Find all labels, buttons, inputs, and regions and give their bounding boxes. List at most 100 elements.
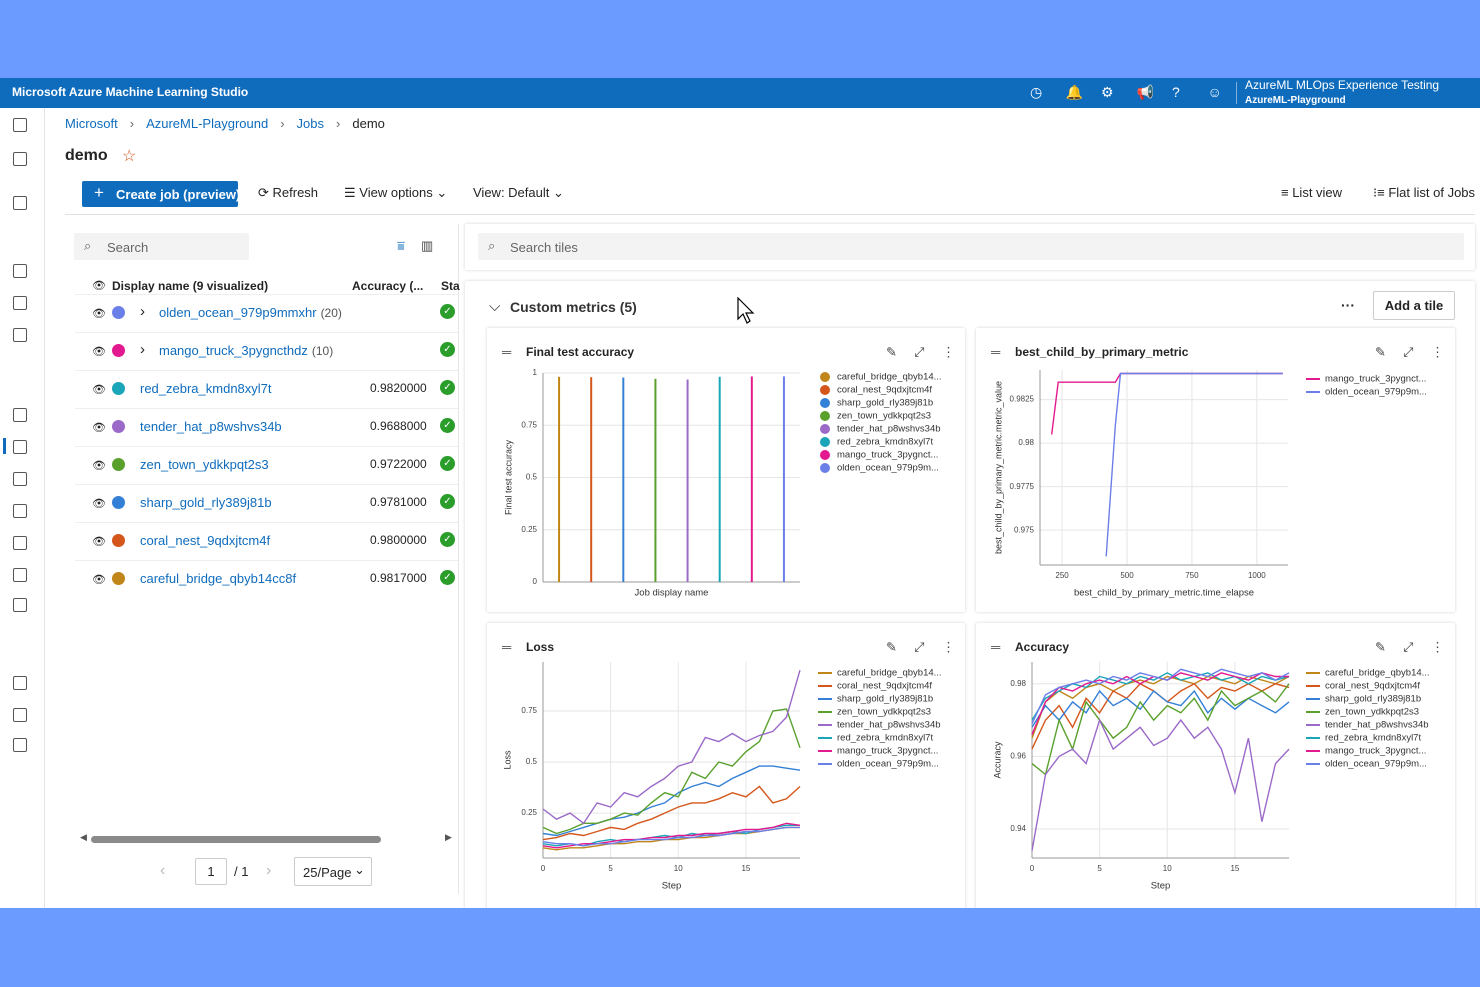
nav-icon[interactable] [13,676,27,690]
button-label: Refresh [272,185,319,200]
eye-icon[interactable]: 👁 [92,498,106,510]
column-header[interactable]: Sta [441,279,460,293]
flat-list-button[interactable]: ⁝≡ Flat list of Jobs [1373,185,1476,200]
color-dot[interactable] [112,458,125,471]
column-header[interactable]: Accuracy (... [352,279,424,293]
nav-icon[interactable] [13,328,27,342]
scroll-right[interactable]: ▶ [445,832,452,842]
nav-icon[interactable] [13,472,27,486]
job-name-text[interactable]: coral_nest_9qdxjtcm4f [140,533,271,548]
nav-icon[interactable] [13,264,27,278]
nav-icon[interactable] [13,708,27,722]
nav-icon[interactable] [13,568,27,582]
app-title[interactable]: Microsoft Azure Machine Learning Studio [12,85,249,99]
job-search[interactable]: ⌕ Search [74,233,249,260]
job-name-text[interactable]: olden_ocean_979p9mmxhr [159,305,317,320]
job-name[interactable]: zen_town_ydkkpqt2s3 [140,457,269,472]
column-header[interactable]: Display name (9 visualized) [112,279,269,293]
breadcrumb-item[interactable]: Microsoft [65,116,118,131]
job-name[interactable]: coral_nest_9qdxjtcm4f [140,533,270,548]
collapse-icon[interactable]: ⌵ [489,298,501,315]
scroll-thumb[interactable] [91,836,381,843]
eye-icon[interactable]: 👁 [92,574,106,586]
add-tile-button[interactable]: Add a tile [1373,291,1455,320]
favorite-star[interactable]: ☆ [122,148,137,165]
refresh-button[interactable]: ⟳ Refresh [258,185,319,200]
job-name-text[interactable]: red_zebra_kmdn8xyl7t [140,381,272,396]
status-icon: ✓ [440,304,455,319]
expand-chevron[interactable]: › [140,341,145,358]
job-name[interactable]: sharp_gold_rly389j81b [140,495,272,510]
columns-icon[interactable]: ▥ [421,238,434,253]
eye-icon[interactable]: 👁 [92,384,106,396]
eye-icon[interactable]: 👁 [92,460,106,472]
expand-chevron[interactable]: › [140,303,145,320]
breadcrumb-item[interactable]: Jobs [296,116,325,131]
job-name[interactable]: red_zebra_kmdn8xyl7t [140,381,272,396]
page-size[interactable]: 25/Page ⌄ [294,857,372,886]
nav-icon[interactable] [13,440,27,454]
job-name-text[interactable]: sharp_gold_rly389j81b [140,495,272,510]
page-input[interactable]: 1 [195,858,227,885]
nav-icon[interactable] [13,118,27,132]
nav-icon[interactable] [13,408,27,422]
color-dot[interactable] [112,534,125,547]
more-button[interactable]: ··· [1341,297,1355,313]
tile [976,328,1455,612]
color-dot[interactable] [112,420,125,433]
appbar-icon[interactable]: ◷ [1030,84,1043,100]
tile-search[interactable]: ⌕ Search tiles [478,233,1464,260]
appbar-icon[interactable]: ☺ [1207,84,1222,100]
breadcrumb-item[interactable]: AzureML-Playground [146,116,269,131]
nav-icon[interactable] [13,152,27,166]
color-dot[interactable] [112,572,125,585]
view-dropdown[interactable]: View: Default ⌄ [473,185,564,200]
plus-icon: + [94,183,104,202]
filter-icon[interactable]: ⩸ [397,238,405,253]
job-name[interactable]: careful_bridge_qbyb14cc8f [140,571,296,586]
scroll-left[interactable]: ◀ [80,832,87,842]
eye-icon[interactable]: 👁 [92,346,106,358]
eye-icon[interactable]: 👁 [92,308,106,320]
eye-icon[interactable]: 👁 [92,422,106,434]
accuracy-value: 0.9800000 [370,533,427,547]
accuracy-value: 0.9817000 [370,571,427,585]
appbar-icon[interactable]: ? [1172,84,1180,100]
view-options-button[interactable]: ☰ View options ⌄ [344,185,448,200]
color-dot[interactable] [112,344,125,357]
nav-icon[interactable] [13,504,27,518]
nav-icon[interactable] [13,598,27,612]
job-name-text[interactable]: mango_truck_3pygncthdz [159,343,308,358]
app-bar: Microsoft Azure Machine Learning Studio … [0,78,1480,108]
breadcrumb-separator: › [336,116,341,131]
color-dot[interactable] [112,306,125,319]
job-name-text[interactable]: zen_town_ydkkpqt2s3 [140,457,269,472]
list-view-button[interactable]: ≡ List view [1281,185,1343,200]
scrollbar[interactable]: ◀ ▶ [80,832,453,845]
create-job-button[interactable]: + Create job (preview) [82,181,240,207]
appbar-icon[interactable]: 📢 [1136,84,1154,100]
nav-icon[interactable] [13,296,27,310]
section-title[interactable]: Custom metrics (5) [510,299,637,315]
appbar-icon[interactable]: 🔔 [1065,84,1083,100]
appbar-icon[interactable]: ⚙ [1101,84,1114,100]
color-dot[interactable] [112,382,125,395]
job-name[interactable]: mango_truck_3pygncthdz (10) [159,343,333,358]
nav-icon[interactable] [13,196,27,210]
job-name[interactable]: tender_hat_p8wshvs34b [140,419,282,434]
subscription[interactable]: AzureML-Playground [1245,95,1346,106]
eye-icon[interactable]: 👁 [92,536,106,548]
eye-icon[interactable]: 👁 [92,280,106,292]
prev-page[interactable]: ‹ [160,862,166,879]
next-page[interactable]: › [266,862,272,879]
nav-icon[interactable] [13,536,27,550]
job-name[interactable]: olden_ocean_979p9mmxhr (20) [159,305,342,320]
mouse-cursor [737,297,755,324]
color-dot[interactable] [112,496,125,509]
search-placeholder: Search [107,240,149,255]
job-name-text[interactable]: careful_bridge_qbyb14cc8f [140,571,297,586]
nav-icon[interactable] [13,738,27,752]
job-name-text[interactable]: tender_hat_p8wshvs34b [140,419,282,434]
workspace[interactable]: AzureML MLOps Experience Testing [1245,78,1440,92]
